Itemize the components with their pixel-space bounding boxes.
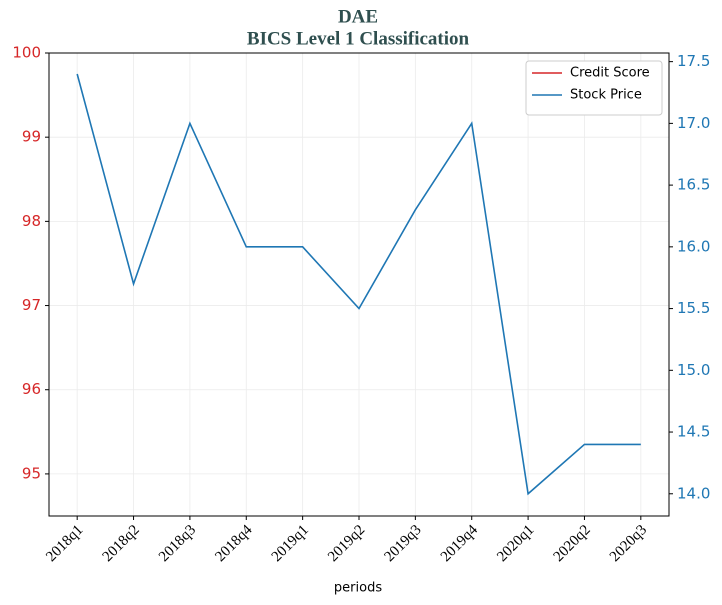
y2-tick-label: 17.5 [677,52,710,70]
legend-label: Credit Score [570,66,650,81]
plot-frame [48,52,670,517]
x-tick-label: 2019q1 [269,522,312,565]
y-tick-label: 99 [22,128,41,146]
y-tick-label: 96 [22,380,41,398]
x-tick-label: 2020q2 [551,522,594,565]
x-axis-label: periods [334,581,382,596]
line [76,73,641,496]
y2-tick-label: 16.5 [677,176,710,194]
x-tick-label: 2018q2 [100,522,143,565]
y2-tick-label: 15.0 [677,361,710,379]
x-tick-label: 2018q4 [212,522,255,565]
y-tick-label: 95 [22,464,41,482]
x-tick-label: 2020q3 [607,522,650,565]
chart-subtitle: BICS Level 1 Classification [247,28,470,49]
x-tick-label: 2018q3 [156,522,199,565]
y-tick-label: 100 [12,44,41,62]
legend-box [525,60,663,116]
y-tick-label: 97 [22,296,41,314]
y2-tick-label: 17.0 [677,114,710,132]
y2-tick-label: 15.5 [677,299,710,317]
y2-tick-label: 14.0 [677,484,710,502]
x-tick-label: 2020q1 [494,522,537,565]
y-tick-label: 98 [22,212,41,230]
x-tick-label: 2019q4 [438,522,481,565]
x-tick-label: 2019q2 [325,522,368,565]
legend-label: Stock Price [570,88,642,103]
x-tick-label: 2018q1 [43,522,86,565]
x-tick-label: 2019q3 [381,522,424,565]
y2-tick-label: 16.0 [677,237,710,255]
y2-tick-label: 14.5 [677,423,710,441]
chart-title: DAE [338,6,378,27]
